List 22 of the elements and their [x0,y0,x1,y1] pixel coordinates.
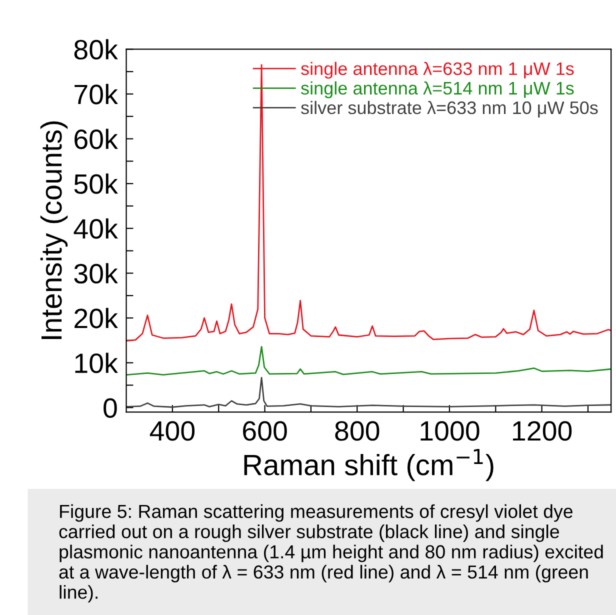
line-series [126,346,612,376]
x-tick-label: 600 [243,421,287,441]
x-tick-label: 800 [335,421,380,441]
y-tick-label: 60k [74,128,118,150]
x-tick-label: 400 [150,421,195,441]
y-tick-label: 20k [74,308,118,328]
y-tick-label: 80k [74,39,118,60]
y-axis-title: Intensity (counts) [40,121,68,339]
caption: Figure 5: Raman scattering measurements of cresyl violet dye carried out on a rough silver substrate (black line) and single plasmonic nanoantenna (1.4 µm height and 80 nm radius) excited at a wave-length of λ = 633 nm (red line) and λ = 514 nm (green line). [59,504,603,603]
y-tick-label: 30k [74,263,118,284]
y-tick-label: 40k [74,218,118,239]
x-tick-label: 1000 [420,421,480,441]
y-tick-label: 0 [104,398,117,418]
line-series [126,376,612,408]
y-tick-label: 10k [75,352,118,374]
x-tick-label: 1200 [513,421,572,441]
y-tick-label: 70k [74,84,118,104]
legend-label: single antenna λ=514 nm 1 μW 1s [301,81,574,98]
legend-label: single antenna λ=633 nm 1 μW 1s [301,62,574,79]
x-axis-title: Raman shift (cm$^{−1}$) [244,449,494,482]
y-tick-label: 50k [74,174,118,194]
legend-label: silver substrate λ=633 nm 10 μW 50s [301,100,598,118]
